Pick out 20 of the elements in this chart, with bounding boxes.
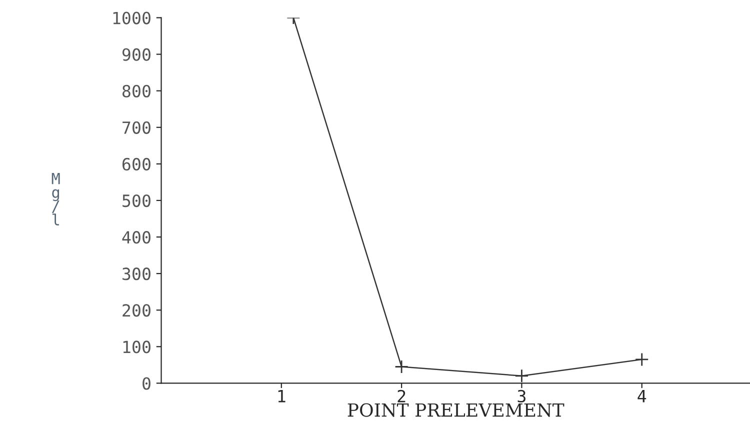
y-tick-label: 1000: [113, 12, 150, 24]
y-tick-label: 700: [122, 121, 150, 134]
y-tick-label: 900: [122, 48, 150, 61]
y-tick-label: 300: [122, 268, 150, 280]
y-tick-label: 0: [142, 377, 150, 390]
x-axis-title: POINT PRELEVEMENT: [348, 403, 564, 417]
y-tick-label: 800: [122, 84, 150, 98]
y-tick-label: 200: [122, 304, 150, 317]
x-tick-label: 2: [398, 390, 406, 402]
y-tick-label: 100: [123, 340, 150, 354]
point: [634, 352, 649, 366]
y-tick-label: 500: [122, 194, 150, 208]
x-tick-label: 1: [278, 390, 286, 402]
y-tick-label: 400: [122, 231, 150, 244]
point: [514, 368, 529, 383]
y-axis-title: Mg/l: [52, 172, 60, 226]
point: [394, 360, 408, 374]
x-tick-label: 4: [638, 390, 646, 402]
y-tick-label: 600: [122, 158, 150, 171]
x-tick-label: 3: [518, 390, 526, 402]
